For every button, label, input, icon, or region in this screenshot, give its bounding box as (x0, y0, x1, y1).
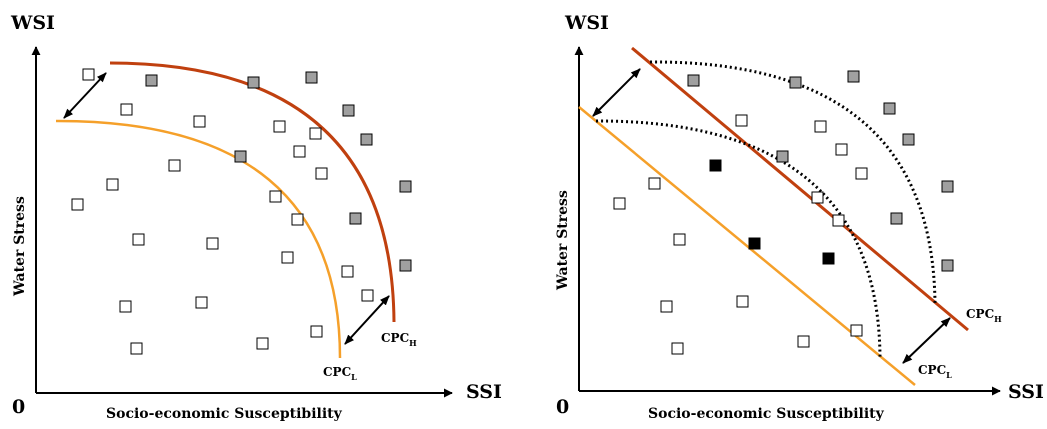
gray-square (941, 259, 954, 272)
white-square (120, 103, 133, 116)
white-square (132, 233, 145, 246)
gray-square (890, 212, 903, 225)
gray-square (360, 133, 373, 146)
left-cpc-high-text: CPC (381, 331, 409, 345)
white-square (735, 114, 748, 127)
right-gray-markers (687, 70, 954, 272)
right-cpc-low-label: CPCL (918, 363, 952, 380)
right-white-markers (613, 114, 868, 355)
right-dotted-arc-outer (649, 60, 937, 304)
left-cpc-low-subscript: L (351, 372, 357, 382)
white-square (193, 115, 206, 128)
right-x-axis-title: SSI (1008, 381, 1044, 403)
gray-square (883, 102, 896, 115)
gray-square (399, 259, 412, 272)
white-square (309, 127, 322, 140)
left-x-axis-name: Socio-economic Susceptibility (106, 406, 343, 422)
gray-square (349, 212, 362, 225)
gray-square (247, 76, 260, 89)
left-cpc-low-label: CPCL (323, 365, 357, 382)
gray-square (789, 76, 802, 89)
white-square (832, 214, 845, 227)
white-square (673, 233, 686, 246)
white-square (281, 251, 294, 264)
left-cpc-high-subscript: H (409, 338, 417, 348)
right-gap-arrow-bottom (902, 317, 951, 364)
gray-square (776, 150, 789, 163)
white-square (206, 237, 219, 250)
left-gray-markers (145, 71, 412, 272)
gray-square (687, 74, 700, 87)
right-cpc-low-subscript: L (946, 370, 952, 380)
white-square (811, 191, 824, 204)
white-square (341, 265, 354, 278)
black-square (822, 252, 835, 265)
right-cpc-high-subscript: H (994, 314, 1002, 324)
white-square (168, 159, 181, 172)
white-square (195, 296, 208, 309)
white-square (82, 68, 95, 81)
white-square (119, 300, 132, 313)
right-gap-arrow-top (592, 68, 641, 117)
right-y-axis-title: WSI (564, 12, 609, 34)
left-cpc-low-text: CPC (323, 365, 351, 379)
left-y-axis-title: WSI (10, 12, 55, 34)
right-dotted-arc-inner (595, 119, 882, 358)
white-square (106, 178, 119, 191)
white-square (736, 295, 749, 308)
white-square (797, 335, 810, 348)
gray-square (902, 133, 915, 146)
right-cpc-high-label: CPCH (966, 307, 1002, 324)
white-square (361, 289, 374, 302)
left-x-axis-title: SSI (466, 381, 502, 403)
gray-square (234, 150, 247, 163)
white-square (310, 325, 323, 338)
left-cpc-high-curve (109, 61, 396, 323)
gray-square (305, 71, 318, 84)
gray-square (145, 74, 158, 87)
left-y-axis-name: Water Stress (12, 196, 28, 297)
left-origin-label: 0 (12, 396, 25, 418)
left-cpc-low-curve (55, 119, 342, 359)
gray-square (941, 180, 954, 193)
left-cpc-high-label: CPCH (381, 331, 417, 348)
white-square (855, 167, 868, 180)
black-square (709, 159, 722, 172)
gray-square (399, 180, 412, 193)
white-square (671, 342, 684, 355)
right-cpc-low-line (578, 106, 916, 386)
white-square (71, 198, 84, 211)
white-square (293, 145, 306, 158)
right-cpc-low-text: CPC (918, 363, 946, 377)
right-black-markers (709, 159, 835, 265)
white-square (269, 190, 282, 203)
right-x-axis-name: Socio-economic Susceptibility (648, 406, 885, 422)
white-square (256, 337, 269, 350)
gray-square (342, 104, 355, 117)
left-panel: WSI SSI 0 Water Stress Socio-economic Su… (10, 12, 502, 422)
gray-square (847, 70, 860, 83)
right-panel: WSI SSI 0 Water Stress Socio-economic Su… (555, 12, 1044, 422)
white-square (315, 167, 328, 180)
white-square (291, 213, 304, 226)
right-y-axis-name: Water Stress (555, 190, 571, 291)
left-gap-arrow-top (63, 72, 107, 119)
left-gap-arrow-bottom (344, 295, 390, 345)
white-square (814, 120, 827, 133)
right-origin-label: 0 (556, 396, 569, 418)
black-square (748, 237, 761, 250)
right-cpc-high-text: CPC (966, 307, 994, 321)
white-square (130, 342, 143, 355)
right-cpc-high-line (631, 46, 969, 332)
white-square (613, 197, 626, 210)
white-square (835, 143, 848, 156)
white-square (273, 120, 286, 133)
white-square (648, 177, 661, 190)
white-square (850, 324, 863, 337)
left-white-markers (71, 68, 374, 355)
white-square (660, 300, 673, 313)
